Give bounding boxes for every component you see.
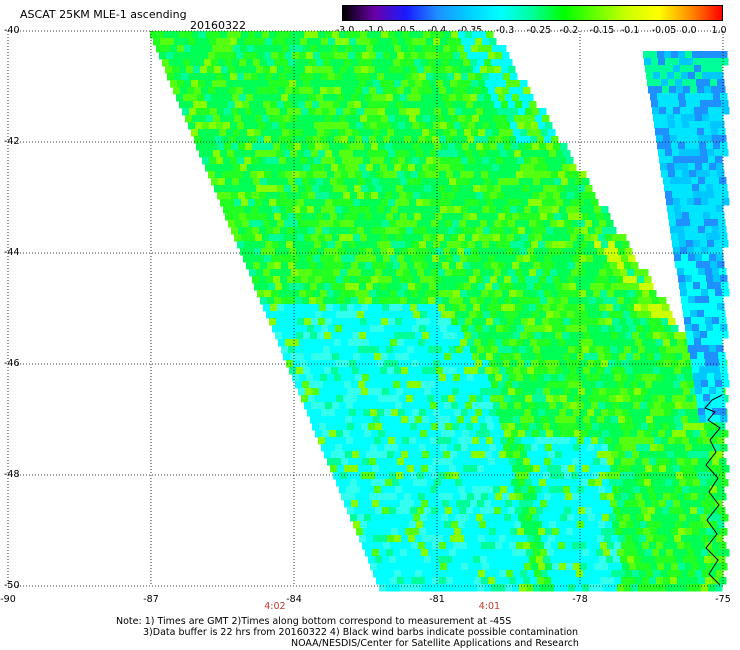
note-line-3: NOAA/NESDIS/Center for Satellite Applica… <box>291 638 579 649</box>
colorbar-tick-label: -3.0 <box>335 25 355 36</box>
graticule <box>7 30 724 587</box>
longitude-label: -81 <box>429 594 445 605</box>
colorbar-tick-label: -0.35 <box>457 25 483 36</box>
longitude-label: -75 <box>715 594 731 605</box>
colorbar-tick-label: -0.1 <box>620 25 640 36</box>
latitude-label: -40 <box>4 25 20 36</box>
coastline <box>704 394 723 586</box>
map-date: 20160322 <box>190 19 246 32</box>
longitude-label: -78 <box>572 594 588 605</box>
colorbar-tick-label: -0.2 <box>559 25 579 36</box>
swath-cells <box>150 31 730 592</box>
colorbar-tick-label: -0.05 <box>651 25 677 36</box>
colorbar-tick-label: -0.5 <box>396 25 416 36</box>
colorbar-tick-label: 0.0 <box>681 25 697 36</box>
latitude-label: -48 <box>4 469 20 480</box>
colorbar-tick-label: -0.4 <box>427 25 447 36</box>
latitude-label: -44 <box>4 247 20 258</box>
colorbar-tick-label: -1.0 <box>364 25 384 36</box>
pass-time-label: 4:02 <box>264 601 286 612</box>
colorbar-tick-label: -0.15 <box>589 25 615 36</box>
latitude-label: -50 <box>4 580 20 591</box>
latitude-label: -46 <box>4 358 20 369</box>
note-line-2: 3)Data buffer is 22 hrs from 20160322 4)… <box>143 627 579 638</box>
latitude-label: -42 <box>4 136 20 147</box>
map-title: ASCAT 25KM MLE-1 ascending <box>20 8 187 21</box>
colorbar-tick-label: -0.3 <box>495 25 515 36</box>
longitude-label: -90 <box>0 594 16 605</box>
colorbar-tick-label: 1.0 <box>711 25 727 36</box>
longitude-label: -84 <box>286 594 302 605</box>
colorbar <box>342 5 723 21</box>
colorbar-tick-label: -0.25 <box>526 25 552 36</box>
pass-time-label: 4:01 <box>478 601 501 612</box>
note-line-1: Note: 1) Times are GMT 2)Times along bot… <box>116 616 512 627</box>
longitude-label: -87 <box>143 594 159 605</box>
